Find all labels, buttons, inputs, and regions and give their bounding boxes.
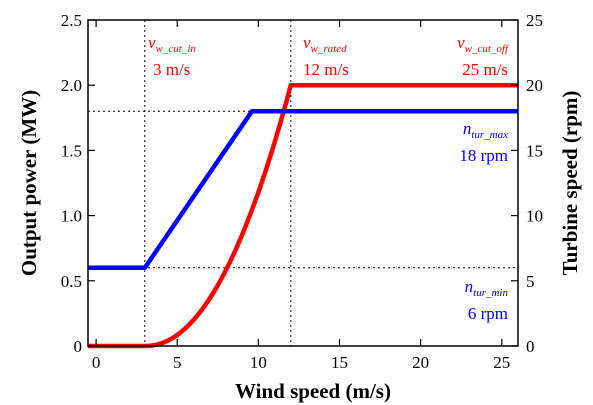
annotation-rated-symbol: vw_rated [303,33,347,55]
y-left-tick-label-0: 0 [74,337,83,356]
y-left-tick-label-2: 1.0 [61,207,82,226]
y-left-tick-label-5: 2.5 [61,11,82,30]
annotation-tur_min-symbol: ntur_min [465,277,509,299]
annotation-cut_in-symbol: vw_cut_in [148,33,196,55]
tick-group: 0 5 10 15 20 25 0 0.5 1.0 1.5 2.0 2.5 0 5 10 15 20 25 [61,11,543,372]
y-left-tick-label-1: 0.5 [61,272,82,291]
annotation-group: vw_cut_in 3 m/s vw_rated 12 m/s vw_cut_off 25… [148,33,510,323]
plot-frame [87,19,519,347]
x-tick-label-4: 20 [412,353,429,372]
y-right-tick-label-2: 10 [526,207,543,226]
y-right-tick-label-0: 0 [526,337,535,356]
series-line-0 [87,82,519,349]
y-right-tick-label-5: 25 [526,11,543,30]
x-axis-title: Wind speed (m/s) [235,379,391,403]
annotation-tur_max-symbol: ntur_max [463,119,508,141]
annotation-tur_min-value: 6 rpm [468,304,508,323]
annotation-rated-value: 12 m/s [303,60,349,79]
y-right-tick-label-3: 15 [526,141,543,160]
x-tick-label-2: 10 [250,353,267,372]
annotation-tur_max-value: 18 rpm [459,146,508,165]
y-right-tick-label-1: 5 [526,272,535,291]
y-axis-right-title: Turbine speed (rpm) [558,91,582,276]
y-axis-left-title: Output power (MW) [17,90,41,276]
y-left-tick-label-4: 2.0 [61,76,82,95]
y-right-tick-label-4: 20 [526,76,543,95]
series-line-1 [88,109,518,271]
annotation-cut_off-symbol: vw_cut_off [457,33,510,55]
annotation-cut_off-value: 25 m/s [462,60,508,79]
x-tick-label-5: 25 [493,353,510,372]
annotation-cut_in-value: 3 m/s [153,60,190,79]
series-group [87,82,519,349]
x-tick-label-0: 0 [92,353,101,372]
x-tick-label-1: 5 [173,353,182,372]
x-tick-label-3: 15 [331,353,348,372]
y-left-tick-label-3: 1.5 [61,141,82,160]
